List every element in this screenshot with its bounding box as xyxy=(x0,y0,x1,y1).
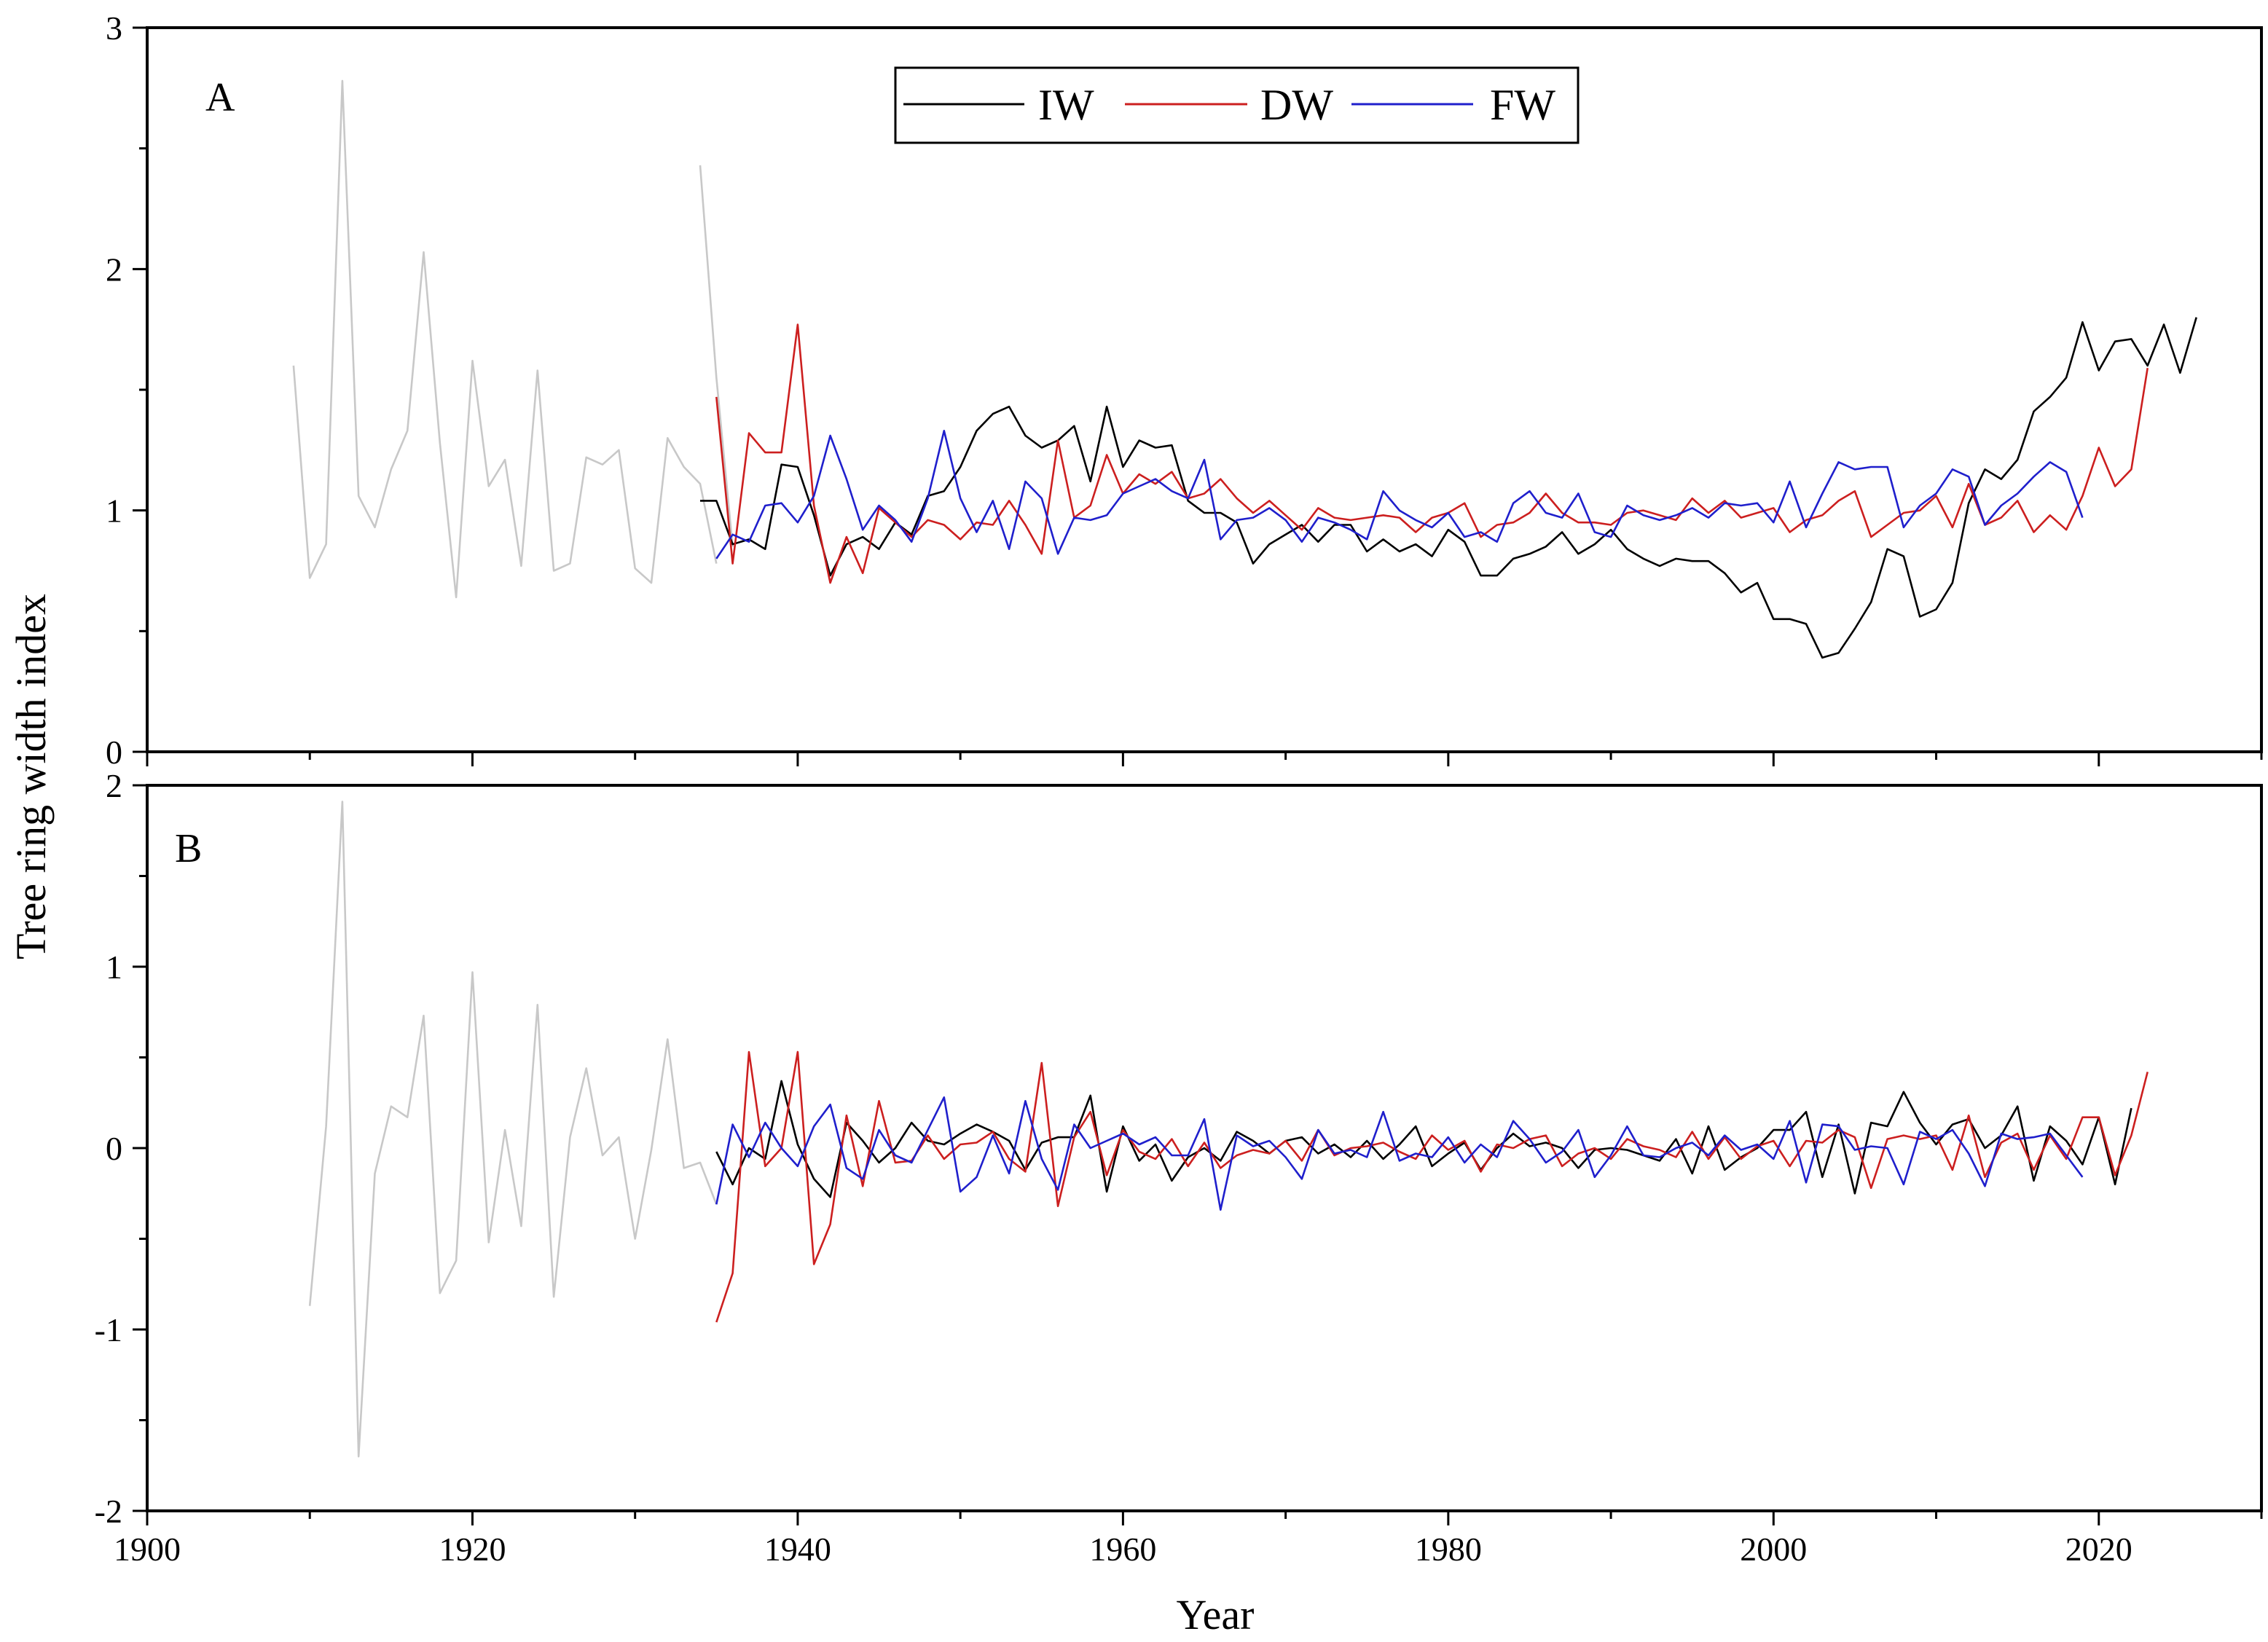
series-line-early xyxy=(699,165,734,547)
legend-label-dw: DW xyxy=(1260,81,1333,129)
y-tick-label: 2 xyxy=(106,251,122,288)
x-tick-label: 1900 xyxy=(114,1531,181,1568)
series-line-fw xyxy=(715,1096,2084,1211)
series-line-dw xyxy=(715,323,2149,584)
series-line-early xyxy=(292,79,718,599)
x-axis-title: Year xyxy=(1177,1591,1255,1638)
y-tick-label: 3 xyxy=(106,9,122,47)
series-line-iw xyxy=(700,317,2197,659)
series-line-early xyxy=(308,801,718,1458)
y-tick-label: 1 xyxy=(106,948,122,986)
y-tick-label: 2 xyxy=(106,767,122,804)
x-tick-labels: 1900 1920 1940 1960 1980 2000 2020 xyxy=(114,1531,2132,1568)
y-axis-title: Tree ring width index xyxy=(7,594,55,959)
y-tick-label: -2 xyxy=(95,1493,122,1530)
legend: IW DW FW xyxy=(894,66,1580,144)
series-line-dw xyxy=(715,1050,2149,1323)
x-tick-label: 1920 xyxy=(439,1531,506,1568)
y-tick-label: 1 xyxy=(106,492,122,530)
panel-label: A xyxy=(205,75,235,120)
y-tick-label: -1 xyxy=(95,1311,122,1348)
panel-b: -2 -1 0 1 2 B xyxy=(95,767,2263,1530)
x-tick-label: 2000 xyxy=(1740,1531,1807,1568)
x-tick-label: 2020 xyxy=(2065,1531,2132,1568)
legend-label-iw: IW xyxy=(1038,81,1094,129)
x-tick-label: 1980 xyxy=(1415,1531,1482,1568)
chart-panels: 0 1 2 3 A -2 -1 0 1 2 B 1900 1920 1940 1960 1980 2000 202… xyxy=(95,9,2263,1568)
x-tick-label: 1960 xyxy=(1089,1531,1156,1568)
series-line-fw xyxy=(715,429,2084,559)
y-tick-label: 0 xyxy=(106,1130,122,1167)
panel-label: B xyxy=(175,826,202,871)
panel-a: 0 1 2 3 A xyxy=(106,9,2263,771)
y-tick-label: 0 xyxy=(106,734,122,771)
legend-label-fw: FW xyxy=(1490,81,1555,129)
x-tick-label: 1940 xyxy=(764,1531,831,1568)
